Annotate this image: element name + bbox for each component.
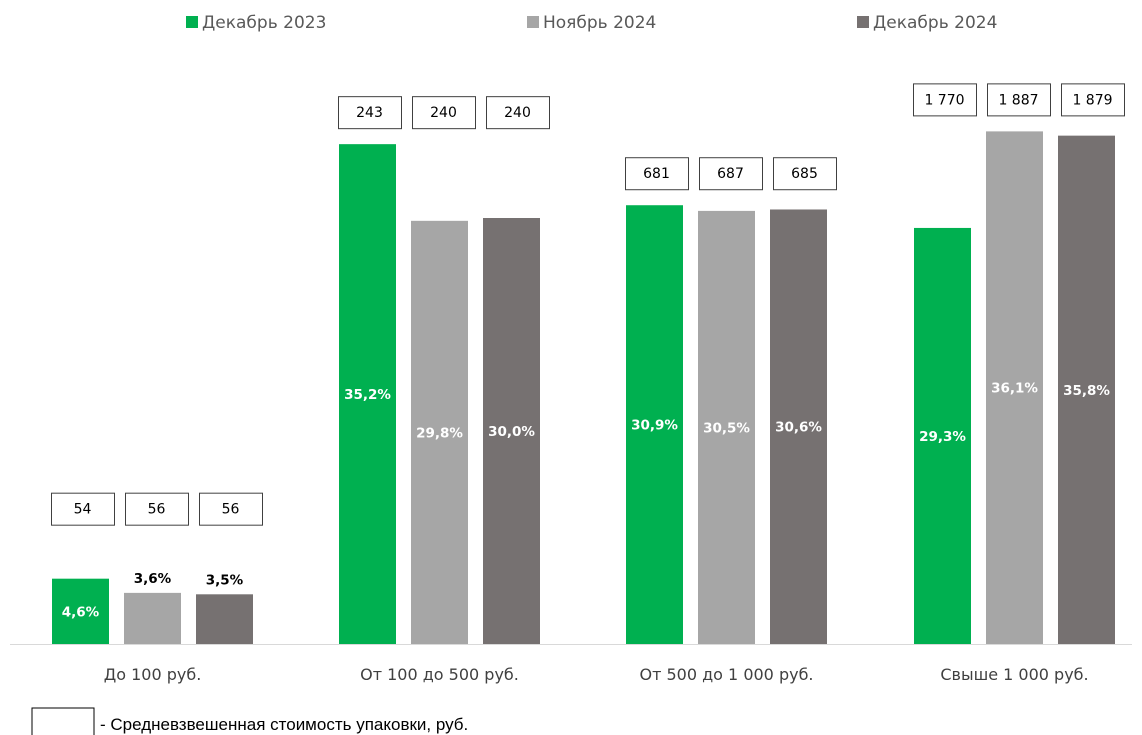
bar-1-0 (339, 144, 396, 644)
price-value-2-0: 681 (643, 166, 670, 182)
legend: Декабрь 2023 Ноябрь 2024 Декабрь 2024 (186, 13, 997, 33)
price-box-3-2 (1061, 83, 1125, 117)
data-label-1-2: 30,0% (488, 424, 535, 440)
price-box-3-1 (987, 83, 1051, 117)
bar-2-2 (770, 209, 827, 645)
bar-0-2 (196, 594, 253, 644)
data-label-3-2: 35,8% (1063, 383, 1110, 399)
data-label-2-1: 30,5% (703, 420, 750, 436)
price-box-1-2 (486, 96, 550, 130)
legend-swatch-1 (527, 16, 539, 28)
price-value-2-2: 685 (791, 166, 818, 182)
price-value-1-1: 240 (430, 105, 457, 121)
data-label-3-1: 36,1% (991, 381, 1038, 397)
bar-1-2 (483, 218, 540, 644)
bars: 4,6% 3,6% 3,5% 35,2% 29,8% 30,0% 30,9% 30,5% 30,… (52, 131, 1115, 645)
price-value-3-1: 1 887 (998, 92, 1038, 108)
footnote-box (31, 707, 95, 735)
price-value-0-0: 54 (74, 502, 92, 518)
data-label-0-1: 3,6% (134, 571, 172, 587)
bar-3-0 (914, 227, 971, 644)
category-label-0: До 100 руб. (104, 665, 202, 684)
price-value-1-2: 240 (504, 105, 531, 121)
legend-label-0: Декабрь 2023 (202, 13, 326, 33)
data-label-1-1: 29,8% (416, 425, 463, 441)
price-value-3-0: 1 770 (924, 92, 964, 108)
data-label-3-0: 29,3% (919, 429, 966, 445)
data-label-0-2: 3,5% (206, 572, 244, 588)
price-box-0-0 (51, 492, 115, 526)
data-label-2-2: 30,6% (775, 420, 822, 436)
bar-2-0 (626, 205, 683, 644)
price-value-1-0: 243 (356, 105, 383, 121)
bar-0-1 (124, 592, 181, 644)
footnote-text: - Средневзвешенная стоимость упаковки, р… (100, 715, 468, 734)
legend-swatch-0 (186, 16, 198, 28)
price-box-3-0 (913, 83, 977, 117)
price-box-0-1 (125, 492, 189, 526)
price-value-0-2: 56 (222, 502, 240, 518)
price-box-1-0 (338, 96, 402, 130)
bar-0-0 (52, 578, 109, 644)
data-label-1-0: 35,2% (344, 387, 391, 403)
price-box-2-1 (699, 157, 763, 191)
price-boxes: 54 56 56 243 240 240 681 687 685 1 770 1 887 1 879 (51, 83, 1125, 526)
legend-label-2: Декабрь 2024 (873, 13, 997, 33)
price-value-3-2: 1 879 (1072, 92, 1112, 108)
price-value-2-1: 687 (717, 166, 744, 182)
legend-label-1: Ноябрь 2024 (543, 13, 656, 33)
bar-2-1 (698, 210, 755, 644)
bar-3-2 (1058, 135, 1115, 644)
category-labels: До 100 руб. От 100 до 500 руб. От 500 до 1… (104, 665, 1089, 684)
data-label-0-0: 4,6% (62, 604, 100, 620)
legend-swatch-2 (857, 16, 869, 28)
price-box-1-1 (412, 96, 476, 130)
data-label-2-0: 30,9% (631, 418, 678, 434)
bar-1-1 (411, 220, 468, 644)
price-box-0-2 (199, 492, 263, 526)
price-box-2-2 (773, 157, 837, 191)
price-box-2-0 (625, 157, 689, 191)
bar-3-1 (986, 131, 1043, 644)
footnote: - Средневзвешенная стоимость упаковки, р… (31, 707, 468, 735)
category-label-3: Свыше 1 000 руб. (940, 665, 1088, 684)
category-label-2: От 500 до 1 000 руб. (639, 665, 813, 684)
price-value-0-1: 56 (148, 502, 166, 518)
category-label-1: От 100 до 500 руб. (360, 665, 519, 684)
